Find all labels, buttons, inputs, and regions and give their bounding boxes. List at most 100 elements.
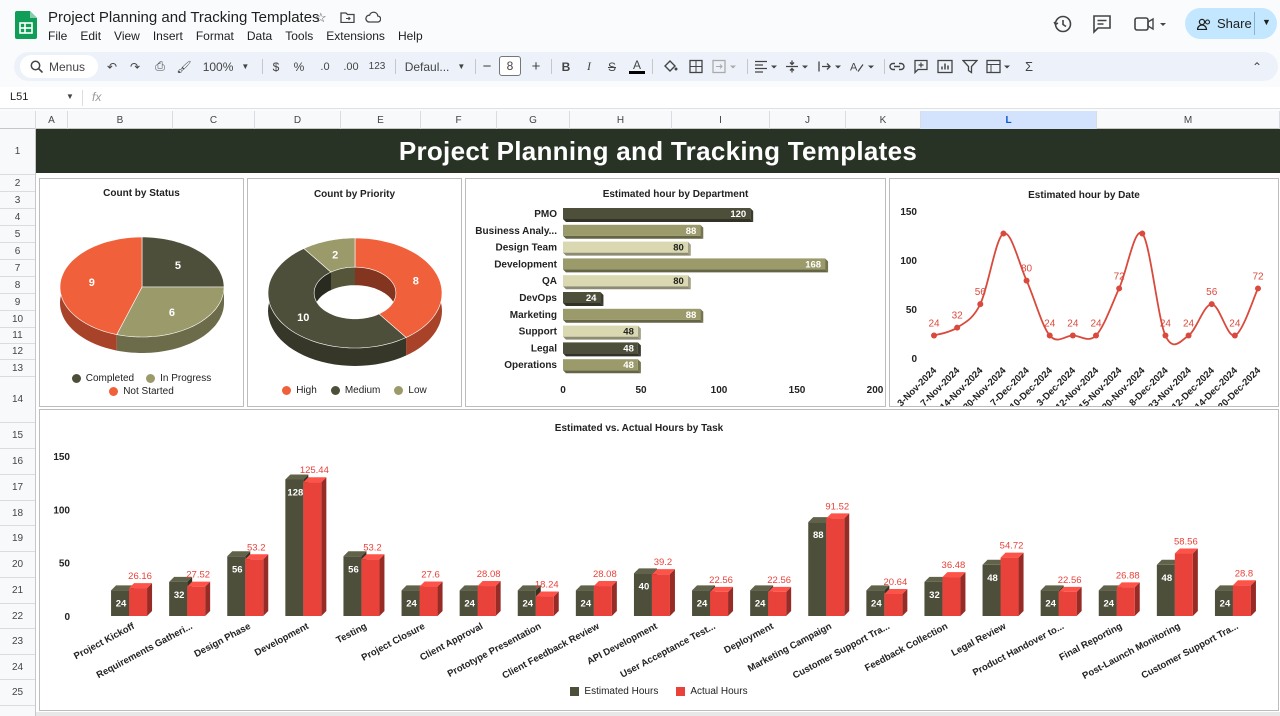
row-header-14[interactable]: 14 (0, 377, 35, 423)
menu-format[interactable]: Format (195, 29, 234, 43)
share-dropdown-icon[interactable]: ▼ (1262, 17, 1271, 27)
menu-edit[interactable]: Edit (80, 29, 102, 43)
menu-data[interactable]: Data (246, 29, 273, 43)
increase-font-size-icon[interactable]: + (531, 58, 541, 75)
column-header-f[interactable]: F (421, 111, 497, 129)
increase-decimal-button[interactable]: .00 (343, 60, 359, 73)
row-header-4[interactable]: 4 (0, 209, 35, 226)
menu-view[interactable]: View (114, 29, 140, 43)
column-header-l[interactable]: L (921, 111, 1097, 129)
insert-comment-icon[interactable] (913, 58, 929, 75)
zoom-select[interactable]: 100% ▼ (202, 58, 250, 75)
row-header-6[interactable]: 6 (0, 243, 35, 260)
text-wrapping-icon[interactable] (818, 58, 844, 75)
column-header-b[interactable]: B (68, 111, 173, 129)
menu-file[interactable]: File (48, 29, 68, 43)
row-header-12[interactable]: 12 (0, 344, 35, 360)
column-header-c[interactable]: C (173, 111, 255, 129)
share-button[interactable]: Share ▼ (1185, 8, 1277, 39)
collapse-toolbar-icon[interactable]: ⌃ (1251, 59, 1263, 74)
column-header-j[interactable]: J (770, 111, 846, 129)
star-icon[interactable]: ☆ (315, 10, 327, 25)
menu-extensions[interactable]: Extensions (326, 29, 385, 43)
decrease-font-size-icon[interactable]: − (482, 58, 492, 75)
row-header-19[interactable]: 19 (0, 526, 35, 552)
merge-cells-icon[interactable] (712, 58, 738, 75)
task-hours-bar-chart[interactable]: Estimated vs. Actual Hours by Task 0 50 10… (39, 409, 1279, 711)
bold-icon[interactable]: B (561, 59, 571, 74)
filter-views-icon[interactable] (986, 58, 1012, 75)
date-line-chart[interactable]: Estimated hour by Date 0 50 100 150 24 32 56 80… (889, 178, 1279, 407)
column-header-m[interactable]: M (1097, 111, 1280, 129)
more-formats-button[interactable]: 123 (368, 61, 386, 72)
row-header-16[interactable]: 16 (0, 449, 35, 475)
menus-search-button[interactable]: Menus (20, 55, 98, 78)
functions-icon[interactable]: Σ (1024, 59, 1034, 74)
column-header-i[interactable]: I (672, 111, 770, 129)
strikethrough-icon[interactable]: S (607, 59, 616, 74)
department-bar-chart[interactable]: Estimated hour by Department PMO 120 Busin… (465, 178, 886, 407)
paint-format-icon[interactable]: 🖌︎ (176, 59, 192, 74)
row-header-9[interactable]: 9 (0, 294, 35, 311)
fill-color-icon[interactable] (662, 58, 678, 75)
row-header-25[interactable]: 25 (0, 680, 35, 706)
status-pie-chart[interactable]: Count by Status 5 6 9 Completed In Progres… (39, 178, 244, 407)
row-header-5[interactable]: 5 (0, 226, 35, 243)
vertical-align-icon[interactable] (785, 58, 811, 75)
text-rotation-icon[interactable]: A (849, 58, 877, 75)
horizontal-scrollbar[interactable] (36, 712, 1280, 716)
font-select[interactable]: Defaul... ▼ (402, 58, 468, 75)
sheet-grid[interactable]: Project Planning and Tracking Templates … (36, 129, 1280, 716)
row-header-1[interactable]: 1 (0, 129, 35, 175)
version-history-icon[interactable] (1052, 13, 1074, 35)
row-header-13[interactable]: 13 (0, 360, 35, 377)
percent-format-button[interactable]: % (293, 59, 305, 74)
menu-insert[interactable]: Insert (152, 29, 183, 43)
decrease-decimal-button[interactable]: .0 (320, 60, 330, 73)
formula-input[interactable] (112, 89, 1272, 107)
currency-format-button[interactable]: $ (272, 59, 280, 74)
undo-icon[interactable]: ↶ (106, 59, 118, 74)
sheets-logo-icon[interactable] (15, 11, 37, 39)
name-box-dropdown-icon[interactable]: ▼ (66, 92, 74, 101)
text-color-icon[interactable]: A (629, 58, 645, 75)
print-icon[interactable]: ⎙ (155, 59, 165, 73)
borders-icon[interactable] (689, 58, 703, 75)
banner[interactable]: Project Planning and Tracking Templates (36, 129, 1280, 173)
move-folder-icon[interactable] (340, 11, 355, 23)
insert-link-icon[interactable] (889, 58, 905, 75)
row-header-10[interactable]: 10 (0, 311, 35, 328)
row-header-23[interactable]: 23 (0, 629, 35, 655)
row-header-7[interactable]: 7 (0, 260, 35, 277)
name-box[interactable]: L51 (10, 91, 29, 103)
column-header-e[interactable]: E (341, 111, 421, 129)
row-header-18[interactable]: 18 (0, 501, 35, 526)
select-all-corner[interactable] (0, 111, 36, 129)
font-size-input[interactable]: 8 (499, 56, 521, 76)
italic-icon[interactable]: I (587, 59, 591, 73)
row-header-3[interactable]: 3 (0, 192, 35, 209)
menu-tools[interactable]: Tools (285, 29, 314, 43)
row-header-24[interactable]: 24 (0, 655, 35, 680)
row-header-2[interactable]: 2 (0, 175, 35, 192)
comments-icon[interactable] (1091, 13, 1113, 35)
column-header-d[interactable]: D (255, 111, 341, 129)
priority-donut-chart[interactable]: Count by Priority 8 10 2 High Medium Low (247, 178, 462, 407)
insert-chart-icon[interactable] (937, 58, 953, 75)
row-header-17[interactable]: 17 (0, 475, 35, 501)
row-header-20[interactable]: 20 (0, 552, 35, 578)
row-header-11[interactable]: 11 (0, 328, 35, 344)
column-header-k[interactable]: K (846, 111, 921, 129)
horizontal-align-icon[interactable] (754, 58, 780, 75)
menu-help[interactable]: Help (397, 29, 423, 43)
row-header-22[interactable]: 22 (0, 604, 35, 629)
column-header-g[interactable]: G (497, 111, 570, 129)
filter-icon[interactable] (962, 58, 978, 75)
row-header-21[interactable]: 21 (0, 578, 35, 604)
row-header-8[interactable]: 8 (0, 277, 35, 294)
meet-video-icon[interactable] (1133, 13, 1169, 35)
column-header-a[interactable]: A (36, 111, 68, 129)
cloud-saved-icon[interactable] (365, 11, 381, 23)
column-header-h[interactable]: H (570, 111, 672, 129)
redo-icon[interactable]: ↷ (129, 59, 141, 74)
